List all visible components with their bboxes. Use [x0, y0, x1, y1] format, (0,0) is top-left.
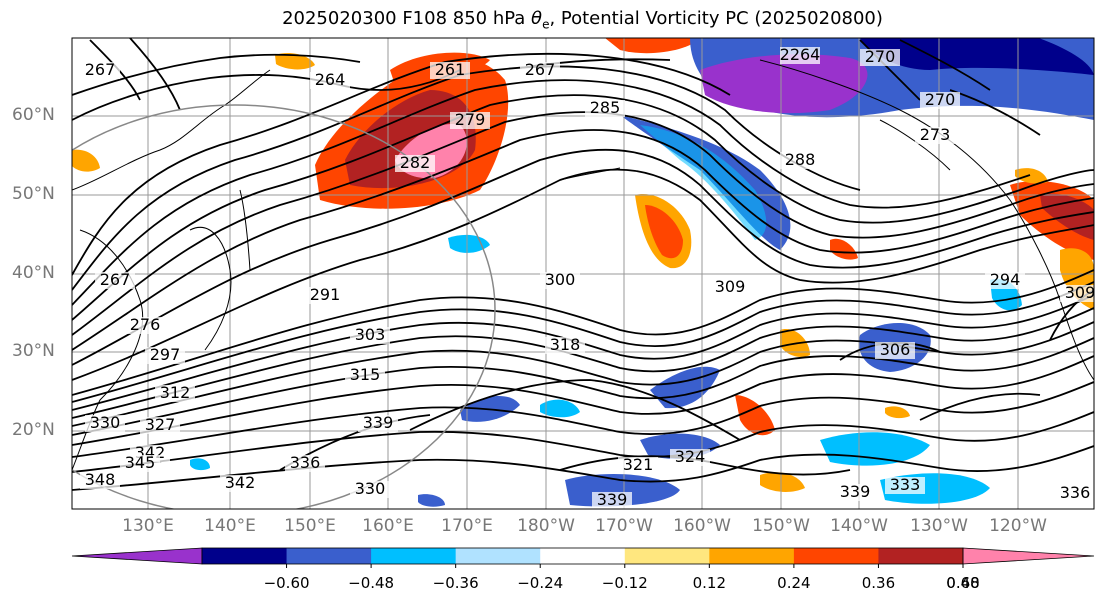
lat-label: 30°N — [12, 341, 55, 361]
colorbar-tick-label: 0.24 — [777, 574, 811, 592]
colorbar-tick-label: −0.36 — [432, 574, 479, 592]
contour-label: 297 — [150, 345, 181, 364]
contour-label: 288 — [785, 150, 816, 169]
contour-label: 345 — [125, 453, 156, 472]
lon-label: 180°W — [517, 516, 575, 536]
lon-label: 170°W — [595, 516, 653, 536]
lat-label: 20°N — [12, 420, 55, 440]
lon-label: 140°W — [830, 516, 888, 536]
colorbar-segment — [540, 548, 626, 564]
contour-label: 306 — [880, 340, 911, 359]
contour-label: 294 — [990, 270, 1021, 289]
lon-label: 160°E — [362, 516, 414, 536]
contour-label: 324 — [675, 447, 706, 466]
figure-title: 2025020300 F108 850 hPa θe, Potential Vo… — [282, 8, 883, 32]
colorbar-segment — [793, 548, 879, 564]
lon-label: 120°W — [989, 516, 1047, 536]
reference-circle — [72, 104, 496, 509]
colorbar-segment — [624, 548, 710, 564]
colorbar-tick-label: 0.12 — [692, 574, 727, 592]
lon-label: 130°E — [122, 516, 174, 536]
contour-label: 339 — [363, 413, 394, 432]
lat-label: 60°N — [12, 105, 55, 125]
colorbar-tick-label: 0.48 — [946, 574, 980, 592]
lon-label: 150°W — [752, 516, 810, 536]
contour-label: 330 — [90, 413, 121, 432]
contour-label: 333 — [890, 475, 921, 494]
contour-label: 2264 — [780, 45, 821, 64]
contour-labels: 267 264 261 267 2264 270 270 285 279 282 288 273 267… — [80, 45, 1096, 509]
contour-label: 321 — [623, 455, 654, 474]
colorbar-segment — [878, 548, 964, 564]
contour-label: 264 — [315, 70, 346, 89]
contour-label: 267 — [525, 60, 556, 79]
lat-label: 40°N — [12, 263, 55, 283]
colorbar-segment — [286, 548, 372, 564]
contour-label: 339 — [840, 482, 871, 501]
colorbar-tick-label: 0.36 — [861, 574, 896, 592]
contour-label: 330 — [355, 479, 386, 498]
colorbar-tick-label: −0.24 — [517, 574, 564, 592]
colorbar-segment — [709, 548, 795, 564]
contour-label: 270 — [925, 90, 956, 109]
lon-label: 130°W — [910, 516, 968, 536]
lat-label: 50°N — [12, 184, 55, 204]
map-area: 267 264 261 267 2264 270 270 285 279 282 288 273 267… — [72, 38, 1096, 509]
contour-label: 273 — [920, 125, 951, 144]
lon-label: 150°E — [284, 516, 336, 536]
map-frame — [71, 37, 1095, 510]
contour-label: 348 — [85, 470, 116, 489]
contour-label: 327 — [145, 415, 176, 434]
contour-label: 276 — [130, 315, 161, 334]
contour-label: 336 — [1060, 483, 1091, 502]
contour-label: 300 — [545, 270, 576, 289]
lon-label: 140°E — [204, 516, 256, 536]
contour-label: 339 — [597, 490, 628, 509]
contour-label: 309 — [1065, 283, 1096, 302]
contour-label: 318 — [550, 335, 581, 354]
contour-label: 285 — [590, 98, 621, 117]
contour-label: 261 — [435, 60, 466, 79]
contour-label: 336 — [290, 453, 321, 472]
contour-label: 270 — [865, 47, 896, 66]
lon-label: 170°E — [441, 516, 493, 536]
contour-label: 282 — [400, 153, 431, 172]
colorbar-tick-label: −0.12 — [601, 574, 648, 592]
contour-label: 291 — [310, 285, 341, 304]
contour-label: 303 — [355, 325, 386, 344]
contour-label: 267 — [100, 270, 131, 289]
contour-label: 309 — [715, 277, 746, 296]
colorbar-segment — [455, 548, 541, 564]
contour-label: 279 — [455, 110, 486, 129]
lon-label: 160°W — [673, 516, 731, 536]
colorbar — [71, 547, 1095, 568]
colorbar-extend-low — [71, 547, 203, 565]
contour-label: 267 — [85, 60, 116, 79]
colorbar-extend-high — [962, 547, 1095, 565]
colorbar-tick-label: 0.60 — [946, 574, 980, 592]
contour-label: 342 — [225, 473, 256, 492]
colorbar-tick-label: −0.60 — [263, 574, 310, 592]
contour-label: 315 — [350, 365, 381, 384]
colorbar-tick-label: −0.48 — [348, 574, 395, 592]
colorbar-segment — [371, 548, 457, 564]
colorbar-segment — [202, 548, 288, 564]
contour-label: 312 — [160, 383, 191, 402]
